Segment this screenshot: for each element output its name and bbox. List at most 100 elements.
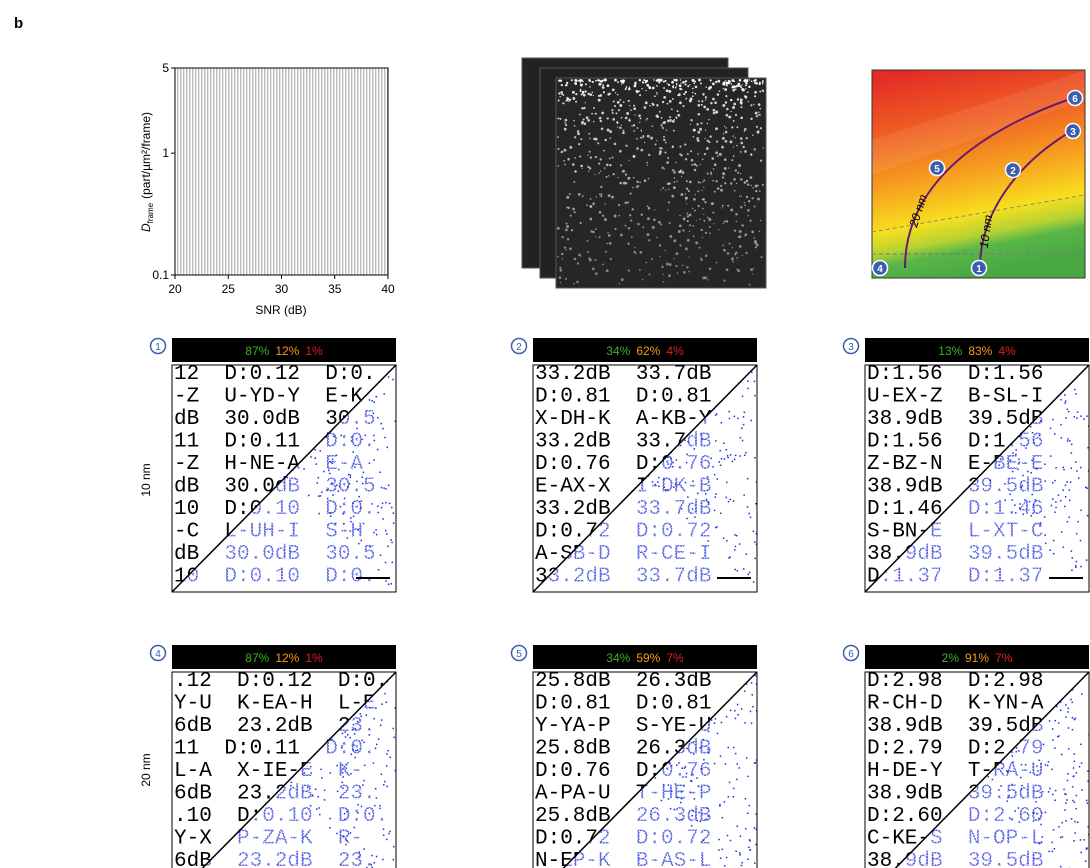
recon-speck [733,796,735,798]
recon-speck [1075,565,1077,567]
speck [580,138,582,140]
text-line: D:0.81 D:0.81 [535,386,711,409]
recon-speck [1012,471,1014,473]
recon-speck [1064,394,1066,396]
speck [714,191,716,193]
recon-speck [1068,748,1070,750]
recon-speck [698,812,700,814]
recon-speck [374,805,376,807]
recon-speck [373,862,375,864]
recon-speck [318,495,320,497]
speck [601,112,604,115]
recon-speck [1063,789,1065,791]
speck [718,80,719,81]
speck [744,205,746,207]
speck [593,107,595,109]
recon-speck [693,741,695,743]
speck [574,125,576,127]
recon-speck [348,474,350,476]
recon-speck [344,731,346,733]
recon-speck [667,463,669,465]
recon-speck [360,540,362,542]
speck [692,88,694,90]
speck [763,91,764,92]
speck [571,79,573,81]
speck [724,167,727,170]
recon-speck [1068,411,1070,413]
speck [579,222,581,224]
speck [679,153,681,155]
speck [607,93,609,95]
speck [705,129,706,130]
speck [617,94,619,96]
recon-speck [721,422,723,424]
speck [585,102,586,103]
text-line: -Z U-YD-Y E-K [174,386,363,409]
recon-speck [332,459,334,461]
recon-speck [353,744,355,746]
speck [602,86,605,89]
speck [709,226,711,228]
recon-speck [379,808,381,810]
speck [656,85,658,87]
speck [753,268,754,269]
recon-speck [1066,799,1068,801]
speck [722,176,724,178]
speck [683,105,685,107]
speck [732,247,733,248]
speck [633,177,635,179]
recon-speck [376,856,378,858]
speck [693,235,695,237]
speck [570,215,572,217]
speck [644,106,647,109]
recon-speck [1076,772,1078,774]
speck [614,105,616,107]
recon-speck [331,463,333,465]
speck [669,222,671,224]
recon-speck [1012,755,1014,757]
recon-speck [737,704,739,706]
recon-speck [1055,720,1057,722]
speck [648,207,651,210]
recon-speck [318,807,320,809]
text-line: 33.2dB 33.7dB [535,363,711,386]
recon-speck [729,418,731,420]
panel: 487%12%1%.12 D:0.12 D:0.Y-U K-EA-H L-E6d… [151,645,398,868]
speck [598,83,601,86]
speck [717,187,720,190]
recon-speck [655,484,657,486]
speck [663,81,665,83]
speck [666,262,669,265]
speck [721,146,724,149]
recon-speck [715,718,717,720]
speck [713,112,716,115]
recon-speck [1064,506,1066,508]
frame [556,78,766,288]
recon-speck [1055,507,1057,509]
speck [751,185,752,186]
speck [748,86,750,88]
recon-speck [316,482,318,484]
recon-speck [1053,829,1055,831]
recon-speck [1012,784,1014,786]
speck [602,84,604,86]
recon-speck [320,769,322,771]
recon-speck [336,765,338,767]
recon-speck [384,781,386,783]
speck [687,220,689,222]
speck [660,189,661,190]
speck [705,96,707,98]
recon-speck [1064,402,1066,404]
speck [574,211,576,213]
recon-speck [357,804,359,806]
marker-label: 2 [1010,166,1016,177]
speck [737,172,739,174]
speck [652,104,654,106]
speck [679,224,682,227]
speck [717,93,719,95]
speck [617,81,619,83]
text-line: R-CH-D K-YN-A [867,693,1044,716]
y-tick-label: 0.1 [152,268,169,282]
recon-speck [357,721,359,723]
speck [723,249,726,252]
